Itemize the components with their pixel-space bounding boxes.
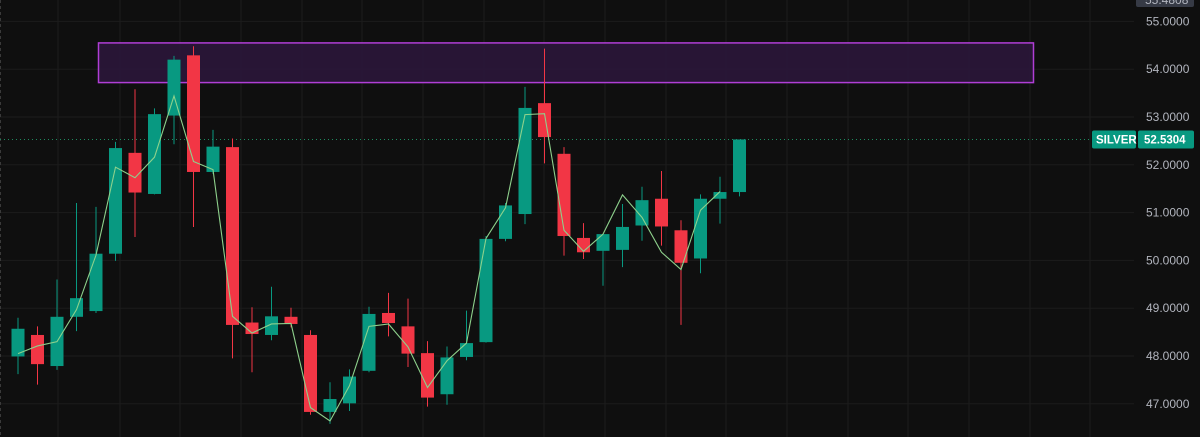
candle-body-up bbox=[343, 376, 356, 404]
candle-body-up bbox=[616, 226, 629, 250]
candle-body-up bbox=[70, 298, 83, 317]
y-tick-label: 50.0000 bbox=[1146, 253, 1190, 267]
candle-body-up bbox=[11, 328, 25, 357]
trend-line-group bbox=[17, 94, 721, 422]
price-badges: 55.4808 SILVER 52.5304 bbox=[1092, 0, 1194, 149]
candle[interactable] bbox=[694, 194, 707, 274]
candle[interactable] bbox=[89, 206, 103, 313]
y-tick-label: 48.0000 bbox=[1146, 349, 1190, 363]
candle-body-up bbox=[109, 148, 122, 254]
candle[interactable] bbox=[557, 147, 571, 256]
candle[interactable] bbox=[440, 346, 454, 405]
candle[interactable] bbox=[616, 203, 629, 268]
candle[interactable] bbox=[538, 48, 551, 164]
candle[interactable] bbox=[421, 341, 434, 407]
candle-body-up bbox=[323, 399, 337, 412]
candle-body-down bbox=[226, 147, 239, 325]
candle[interactable] bbox=[713, 176, 727, 224]
top-price-badge-bg bbox=[1136, 0, 1194, 7]
candle-body-up bbox=[460, 343, 473, 357]
trend-line bbox=[17, 94, 721, 422]
candle-body-down bbox=[655, 198, 668, 227]
candle-body-up bbox=[596, 234, 610, 251]
candle[interactable] bbox=[265, 286, 278, 341]
candle[interactable] bbox=[655, 171, 668, 246]
candle-body-up bbox=[635, 200, 649, 226]
candle-body-up bbox=[265, 316, 278, 335]
candle[interactable] bbox=[479, 236, 493, 343]
candle-body-up bbox=[167, 59, 181, 116]
top-price-badge: 55.4808 bbox=[1136, 0, 1194, 7]
candle[interactable] bbox=[109, 141, 122, 261]
candle[interactable] bbox=[635, 186, 649, 241]
symbol-badge-text: SILVER bbox=[1096, 134, 1137, 146]
last-price-badge-bg bbox=[1138, 130, 1194, 149]
candle[interactable] bbox=[733, 139, 746, 197]
candle[interactable] bbox=[674, 220, 688, 325]
candle[interactable] bbox=[206, 129, 220, 174]
candle-body-up bbox=[479, 238, 493, 343]
candle-body-down bbox=[401, 326, 415, 354]
candle[interactable] bbox=[518, 86, 532, 225]
y-tick-label: 53.0000 bbox=[1146, 110, 1190, 124]
candle[interactable] bbox=[187, 46, 200, 227]
candle-body-down bbox=[128, 152, 142, 193]
candle-body-up bbox=[440, 357, 454, 395]
candle[interactable] bbox=[128, 89, 142, 237]
y-tick-label: 54.0000 bbox=[1146, 62, 1190, 76]
symbol-badge-bg bbox=[1092, 130, 1136, 149]
y-tick-label: 51.0000 bbox=[1146, 206, 1190, 220]
candle[interactable] bbox=[343, 369, 356, 411]
candle-body-up bbox=[499, 205, 512, 239]
candle[interactable] bbox=[323, 382, 337, 424]
resistance-zone[interactable] bbox=[97, 42, 1035, 84]
candle-body-down bbox=[31, 334, 44, 365]
candle[interactable] bbox=[382, 292, 395, 337]
candle[interactable] bbox=[226, 138, 239, 359]
candle-body-up bbox=[206, 146, 220, 172]
candle-body-down bbox=[557, 153, 571, 237]
candle-body-up bbox=[89, 253, 103, 312]
y-tick-label: 47.0000 bbox=[1146, 397, 1190, 411]
candle-body-up bbox=[518, 107, 532, 215]
candle-body-down bbox=[577, 237, 590, 253]
candle-body-down bbox=[421, 353, 434, 398]
y-tick-label: 55.0000 bbox=[1146, 14, 1190, 28]
last-price-badge-text: 52.5304 bbox=[1144, 134, 1186, 146]
candle-body-down bbox=[674, 230, 688, 263]
candle[interactable] bbox=[362, 306, 376, 373]
candle-body-down bbox=[245, 322, 259, 335]
candle-body-up bbox=[694, 198, 707, 259]
candle[interactable] bbox=[167, 55, 181, 145]
candle-body-down bbox=[284, 316, 298, 324]
candle[interactable] bbox=[11, 317, 25, 375]
symbol-badge: SILVER bbox=[1092, 130, 1137, 149]
candle[interactable] bbox=[596, 233, 610, 286]
candle-body-up bbox=[713, 192, 727, 199]
candle-body-down bbox=[304, 334, 317, 412]
y-tick-label: 52.0000 bbox=[1146, 158, 1190, 172]
price-axis[interactable]: 55.0000 54.0000 53.0000 52.0000 51.0000 50.00… bbox=[1146, 14, 1190, 410]
candle-body-up bbox=[362, 313, 376, 371]
top-price-badge-text: 55.4808 bbox=[1145, 0, 1189, 7]
candle[interactable] bbox=[304, 330, 317, 415]
candle-body-up bbox=[733, 139, 746, 193]
candle-body-down bbox=[187, 55, 200, 172]
candle-body-down bbox=[538, 103, 551, 138]
candle[interactable] bbox=[245, 307, 259, 373]
resistance-zone-rect[interactable] bbox=[97, 42, 1035, 84]
candle[interactable] bbox=[31, 326, 44, 385]
last-price-badge: 52.5304 bbox=[1138, 130, 1194, 149]
candle-body-up bbox=[148, 114, 161, 194]
y-tick-label: 49.0000 bbox=[1146, 301, 1190, 315]
candle[interactable] bbox=[401, 298, 415, 367]
candle-body-down bbox=[382, 312, 395, 324]
candle[interactable] bbox=[148, 108, 161, 195]
